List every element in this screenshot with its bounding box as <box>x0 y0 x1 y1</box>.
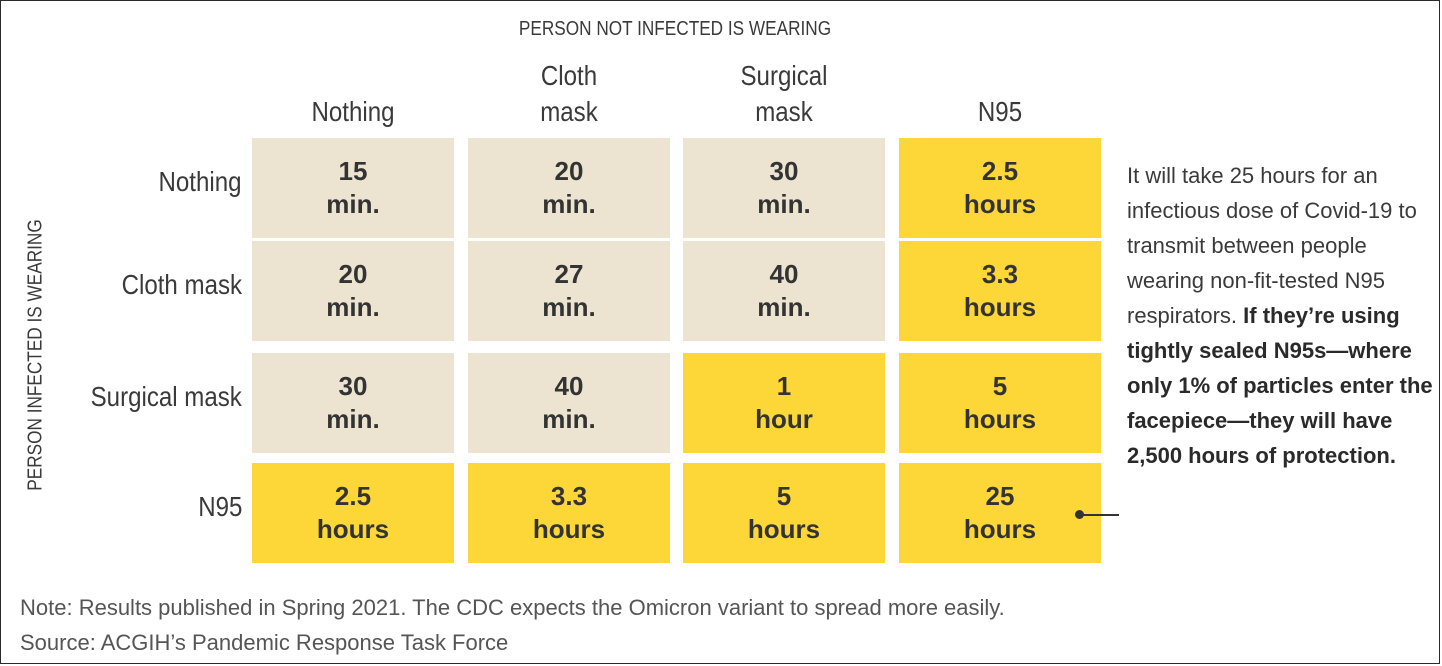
cell-unit: min. <box>757 292 811 322</box>
grid-cell: 30 min. <box>252 353 454 453</box>
grid-cell: 3.3 hours <box>468 463 670 563</box>
grid-cell: 27 min. <box>468 241 670 341</box>
row-header: N95 <box>197 491 242 522</box>
grid-cell: 1 hour <box>683 353 885 453</box>
cell-value: 2.5 <box>981 156 1019 186</box>
column-header: Cloth mask <box>483 58 655 130</box>
annotation-pointer-dot <box>1075 510 1084 519</box>
row-header: Surgical mask <box>90 381 242 412</box>
cell-unit: min. <box>542 189 596 219</box>
cell-unit: min. <box>542 292 596 322</box>
cell-value: 20 <box>554 156 584 186</box>
cell-value: 15 <box>338 156 368 186</box>
row-axis-label: PERSON INFECTED IS WEARING <box>24 219 47 491</box>
column-header: Surgical mask <box>698 58 870 130</box>
annotation-plain: It will take 25 hours for an infectious … <box>1127 163 1417 328</box>
cell-unit: hours <box>532 514 606 544</box>
footer-source: Source: ACGIH’s Pandemic Response Task F… <box>20 630 509 655</box>
cell-value: 3.3 <box>981 259 1019 289</box>
cell-value: 25 <box>985 481 1015 511</box>
cell-unit: min. <box>326 189 380 219</box>
column-header: N95 <box>914 58 1086 130</box>
cell-unit: hour <box>755 404 813 434</box>
cell-unit: min. <box>757 189 811 219</box>
grid-cell: 5 hours <box>899 353 1101 453</box>
column-header-line1: Surgical <box>740 60 828 91</box>
grid-cell: 40 min. <box>683 241 885 341</box>
grid-cell: 2.5 hours <box>252 463 454 563</box>
cell-value: 40 <box>554 371 584 401</box>
cell-value: 5 <box>992 371 1008 401</box>
cell-unit: hours <box>963 404 1037 434</box>
grid-cell: 2.5 hours <box>899 138 1101 238</box>
cell-value: 2.5 <box>334 481 372 511</box>
annotation-text: It will take 25 hours for an infectious … <box>1127 158 1437 473</box>
column-axis-label: PERSON NOT INFECTED IS WEARING <box>518 18 832 40</box>
column-header-line1: Cloth <box>540 60 598 91</box>
cell-unit: min. <box>326 292 380 322</box>
grid-cell: 20 min. <box>252 241 454 341</box>
row-header: Nothing <box>158 166 242 197</box>
cell-value: 5 <box>776 481 792 511</box>
grid-cell: 30 min. <box>683 138 885 238</box>
cell-unit: hours <box>963 514 1037 544</box>
grid-cell: 15 min. <box>252 138 454 238</box>
column-header-line1 <box>914 58 1086 94</box>
grid-cell: 5 hours <box>683 463 885 563</box>
column-header: Nothing <box>267 58 439 130</box>
cell-value: 3.3 <box>550 481 588 511</box>
cell-unit: hours <box>963 189 1037 219</box>
annotation-pointer-line <box>1083 514 1119 516</box>
cell-value: 1 <box>776 371 792 401</box>
cell-value: 30 <box>769 156 799 186</box>
grid-cell: 25 hours <box>899 463 1101 563</box>
cell-value: 20 <box>338 259 368 289</box>
cell-unit: hours <box>963 292 1037 322</box>
cell-unit: hours <box>747 514 821 544</box>
cell-unit: hours <box>316 514 390 544</box>
column-header-line2: N95 <box>977 96 1023 127</box>
column-header-line2: mask <box>755 96 813 127</box>
grid-cell: 40 min. <box>468 353 670 453</box>
cell-value: 27 <box>554 259 584 289</box>
column-header-line2: mask <box>540 96 598 127</box>
footer-note: Note: Results published in Spring 2021. … <box>20 595 1005 620</box>
grid-cell: 20 min. <box>468 138 670 238</box>
cell-value: 40 <box>769 259 799 289</box>
column-header-line2: Nothing <box>311 96 395 127</box>
cell-unit: min. <box>326 404 380 434</box>
annotation-bold: If they’re using tightly sealed N95s—whe… <box>1127 303 1433 468</box>
cell-value: 30 <box>338 371 368 401</box>
grid-cell: 3.3 hours <box>899 241 1101 341</box>
column-header-line1 <box>267 58 439 94</box>
cell-unit: min. <box>542 404 596 434</box>
row-header: Cloth mask <box>121 269 242 300</box>
